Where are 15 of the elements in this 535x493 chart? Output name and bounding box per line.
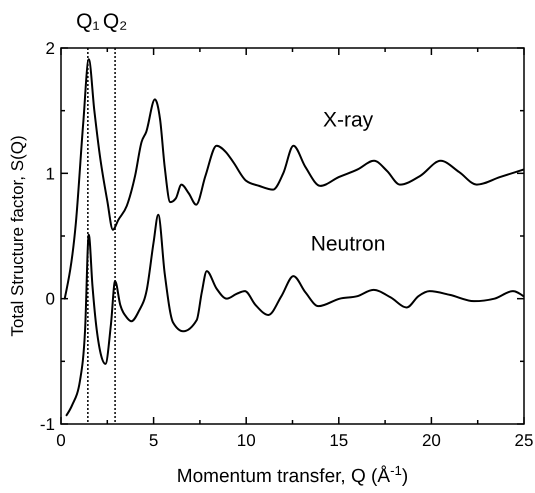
y-tick-label: 0 bbox=[46, 290, 55, 309]
y-tick-label: 1 bbox=[46, 164, 55, 184]
y-axis-title: Total Structure factor, S(Q) bbox=[8, 135, 27, 337]
x-tick-label: 5 bbox=[148, 431, 158, 450]
x-axis-title: Momentum transfer, Q (Å$^{-1}$) bbox=[176, 462, 408, 487]
ref-line-label: Q₂ bbox=[102, 10, 128, 33]
ref-line-label: Q₁ bbox=[76, 10, 100, 33]
x-tick-label: 10 bbox=[236, 431, 256, 450]
x-tick-label: 20 bbox=[422, 431, 441, 450]
x-tick-label: 25 bbox=[514, 431, 534, 450]
series-label: X-ray bbox=[322, 108, 374, 132]
series-label: Neutron bbox=[310, 232, 386, 256]
y-tick-label: -1 bbox=[40, 414, 55, 434]
y-tick-label: 2 bbox=[46, 38, 55, 58]
x-tick-label: 15 bbox=[329, 431, 348, 450]
